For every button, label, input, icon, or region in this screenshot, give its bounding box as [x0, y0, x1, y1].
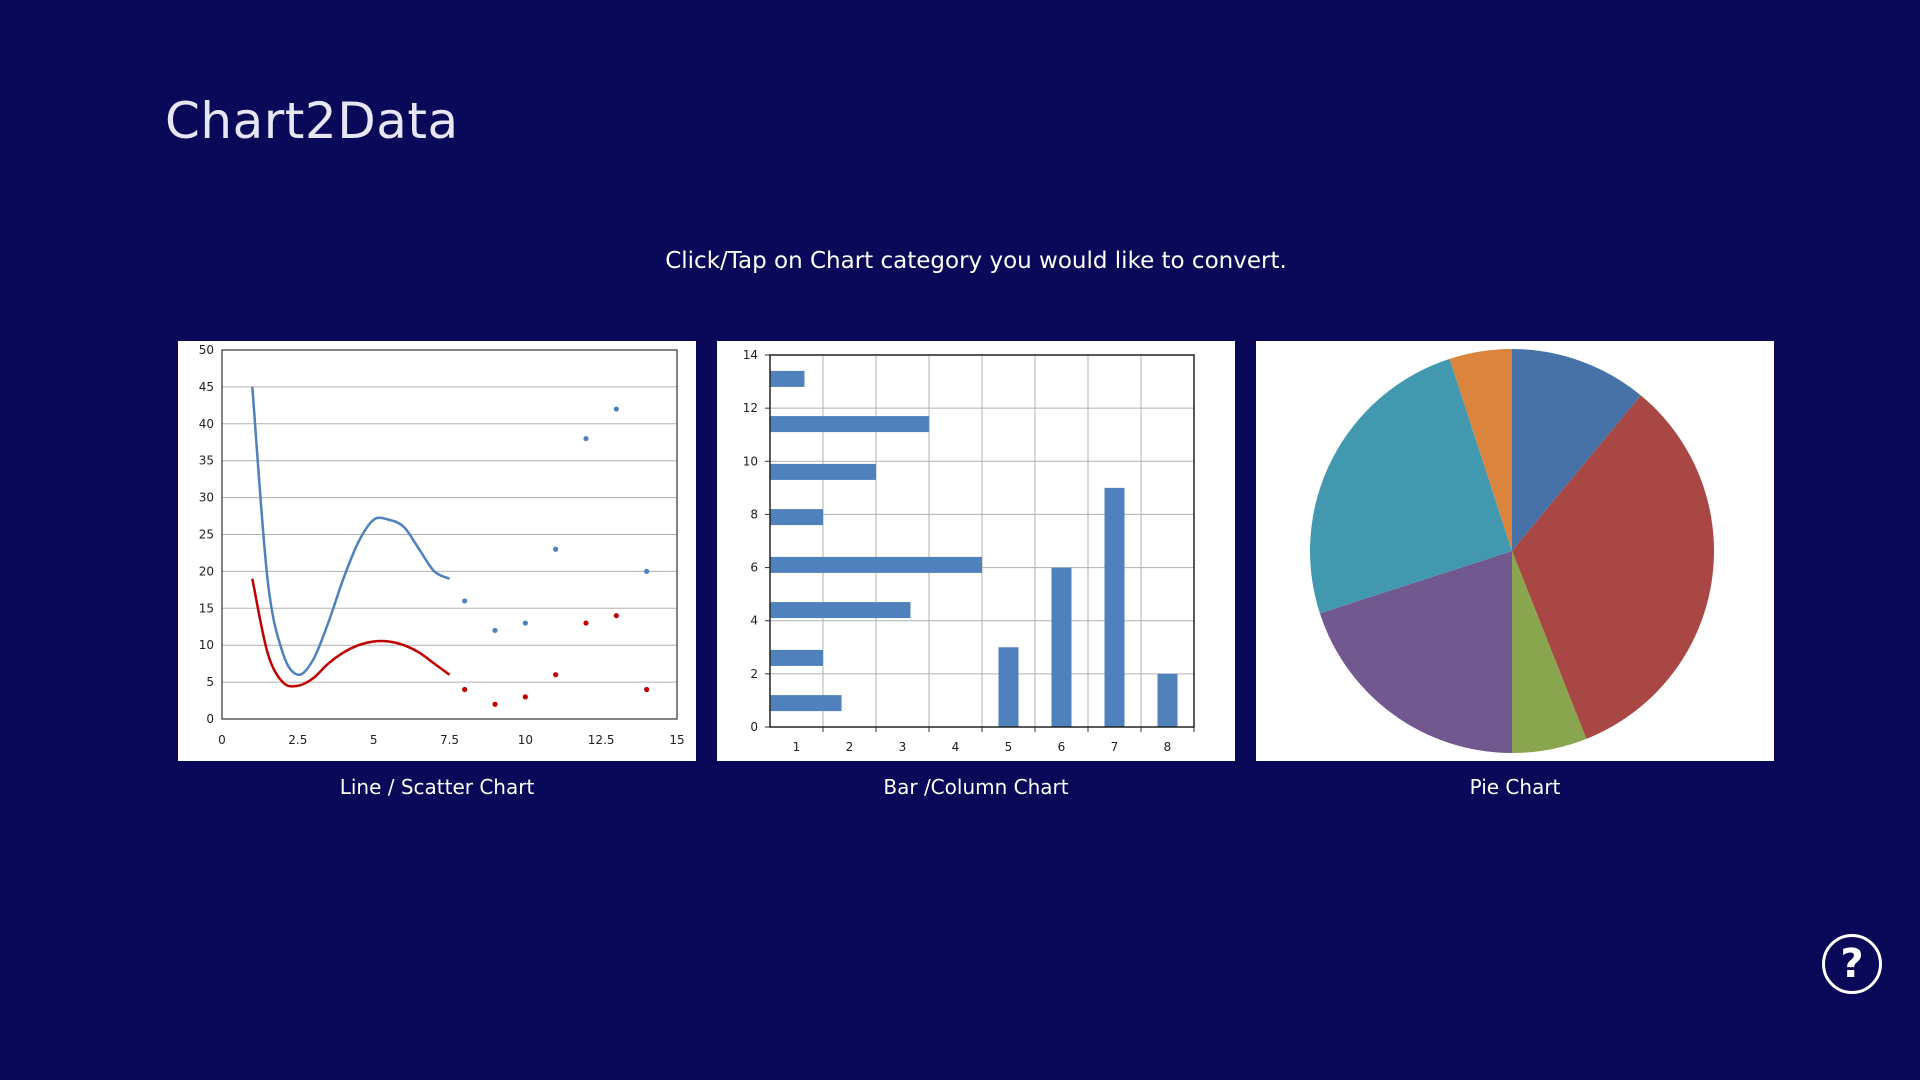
column-bar [1157, 673, 1178, 727]
x-tick-label: 15 [669, 733, 684, 747]
horizontal-bar [770, 370, 805, 387]
bar-column-chart-tile[interactable]: 0 2 4 6 8 10 12 14 1 2 3 4 5 6 7 8 [717, 341, 1235, 761]
scatter-point [644, 568, 650, 574]
y-tick-label: 14 [743, 348, 758, 362]
horizontal-bar [770, 602, 911, 619]
x-tick-label: 7 [1111, 740, 1119, 754]
x-tick-label: 10 [518, 733, 533, 747]
line-scatter-chart-thumbnail: 0 5 10 15 20 25 30 35 40 45 50 0 2.5 5 7.5 10 12.5 15 [199, 343, 685, 747]
y-tick-label: 15 [199, 601, 214, 615]
y-tick-label: 6 [750, 561, 758, 575]
x-tick-label: 7.5 [440, 733, 459, 747]
scatter-point [492, 627, 498, 634]
scatter-point [553, 672, 559, 678]
scatter-point [522, 620, 528, 626]
y-tick-label: 0 [750, 720, 758, 734]
pie-slice-0 [1512, 349, 1641, 551]
y-tick-label: 10 [199, 638, 214, 652]
scatter-point [492, 701, 498, 707]
column-bar [998, 647, 1019, 727]
y-tick-label: 45 [199, 380, 214, 394]
scatter-point [553, 546, 559, 552]
horizontal-bar [770, 463, 876, 480]
pie-chart-label[interactable]: Pie Chart [1469, 775, 1561, 799]
instruction-text: Click/Tap on Chart category you would li… [665, 248, 1287, 274]
y-tick-label: 12 [743, 401, 758, 415]
x-tick-label: 3 [899, 740, 907, 754]
scatter-point [583, 620, 589, 626]
x-tick-label: 1 [793, 740, 801, 754]
y-tick-label: 35 [199, 454, 214, 468]
scatter-point [613, 406, 619, 412]
line-scatter-chart-tile[interactable]: 0 5 10 15 20 25 30 35 40 45 50 0 2.5 5 7.5 10 12.5 15 [178, 341, 696, 761]
scatter-point [522, 694, 528, 700]
line-scatter-chart-label[interactable]: Line / Scatter Chart [339, 775, 535, 799]
scatter-point [462, 598, 468, 604]
y-tick-label: 25 [199, 528, 214, 542]
app-title: Chart2Data [165, 92, 459, 150]
pie-chart-tile[interactable] [1256, 341, 1774, 761]
column-bar [1104, 487, 1125, 727]
pie-slice-1 [1512, 395, 1714, 739]
pie-slice-5 [1449, 349, 1512, 551]
x-tick-label: 5 [1005, 740, 1013, 754]
horizontal-bar [770, 695, 842, 712]
plot-frame [221, 349, 678, 720]
y-tick-label: 20 [199, 564, 214, 578]
horizontal-bar [770, 556, 982, 573]
x-tick-label: 0 [218, 733, 226, 747]
y-tick-label: 50 [199, 343, 214, 357]
x-tick-label: 2.5 [288, 733, 307, 747]
y-tick-label: 10 [743, 454, 758, 468]
y-tick-label: 30 [199, 491, 214, 505]
y-tick-label: 8 [750, 507, 758, 521]
plot-frame [769, 354, 1195, 728]
bar-column-chart-label[interactable]: Bar /Column Chart [883, 775, 1069, 799]
horizontal-bar [770, 509, 823, 526]
scatter-point [462, 686, 468, 693]
scatter-point [613, 613, 619, 619]
pie-chart-thumbnail [1310, 349, 1714, 753]
y-tick-label: 5 [206, 675, 214, 689]
y-tick-label: 4 [750, 614, 758, 628]
horizontal-bar [770, 649, 823, 666]
x-tick-label: 6 [1058, 740, 1066, 754]
x-tick-label: 5 [370, 733, 378, 747]
series-line-0 [251, 386, 451, 677]
y-tick-label: 2 [750, 667, 758, 681]
x-tick-label: 4 [952, 740, 960, 754]
column-bar [1051, 567, 1072, 727]
help-button[interactable]: ? [1822, 934, 1882, 994]
pie-slice-3 [1319, 551, 1512, 753]
scatter-point [644, 686, 650, 693]
x-tick-label: 8 [1164, 740, 1172, 754]
horizontal-bar [770, 416, 929, 433]
y-tick-label: 40 [199, 417, 214, 431]
x-tick-label: 12.5 [588, 733, 615, 747]
x-tick-label: 2 [846, 740, 854, 754]
pie-slice-2 [1512, 551, 1587, 753]
help-icon: ? [1840, 941, 1864, 987]
pie-slice-4 [1310, 358, 1512, 614]
y-tick-label: 0 [206, 712, 214, 726]
scatter-point [583, 435, 589, 442]
series-line-1 [251, 578, 451, 688]
